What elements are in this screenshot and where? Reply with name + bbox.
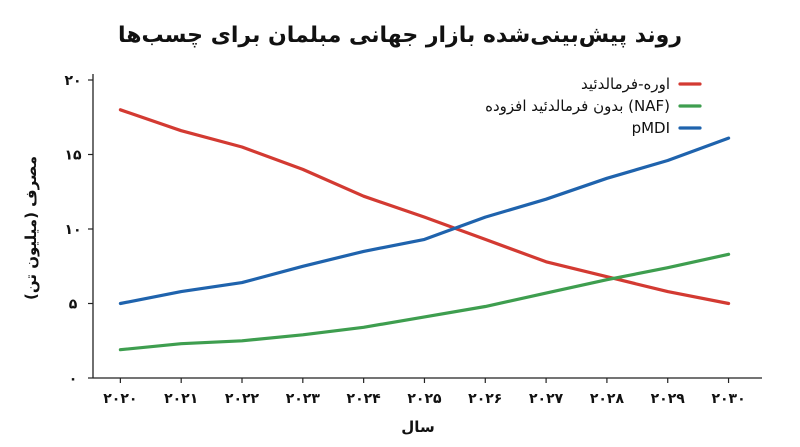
y-tick-label: ۲۰ [64,73,81,89]
y-tick-label: ۰ [69,371,78,387]
series-line-0 [118,108,731,306]
x-tick-label: ۲۰۳۰ [711,391,745,407]
x-tick-label: ۲۰۲۶ [468,391,502,407]
x-tick-label: ۲۰۲۰ [103,391,137,407]
x-tick-label: ۲۰۲۴ [347,391,382,407]
y-tick-label: ۵ [69,297,78,313]
y-tick-label: ۱۵ [64,148,82,164]
chart-title: روند پیش‌بینی‌شده بازار جهانی مبلمان برا… [118,23,682,48]
x-tick-label: ۲۰۲۵ [407,391,442,407]
x-tick-label: ۲۰۲۲ [225,391,260,407]
series-line-2 [118,136,731,306]
x-tick-label: ۲۰۲۹ [651,391,686,407]
legend: اوره-فرمالدئید بدون فرمالدئید افزوده (NAF… [485,75,702,137]
x-tick-label: ۲۰۲۱ [164,391,198,407]
x-axis-ticks: ۲۰۲۰ ۲۰۲۱ ۲۰۲۲ ۲۰۲۳ ۲۰۲۴ ۲۰۲۵ ۲۰۲۶ ۲۰۲۷ ۲۰۲۸ ۲۰۲۹… [103,378,746,407]
series-line-1 [118,252,731,352]
axes [92,74,762,379]
y-axis-ticks: ۰ ۵ ۱۰ ۱۵ ۲۰ [64,73,93,387]
y-axis-label: مصرف (میلیون تن) [22,156,40,300]
legend-label-0: اوره-فرمالدئید [581,75,670,93]
y-tick-label: ۱۰ [64,222,81,238]
legend-label-2: pMDI [632,119,670,137]
legend-label-1: بدون فرمالدئید افزوده (NAF) [485,97,670,115]
x-tick-label: ۲۰۲۷ [529,391,564,407]
x-tick-label: ۲۰۲۸ [590,391,625,407]
x-axis-label: سال [401,418,434,436]
series-lines [118,108,731,352]
x-tick-label: ۲۰۲۳ [286,391,321,407]
